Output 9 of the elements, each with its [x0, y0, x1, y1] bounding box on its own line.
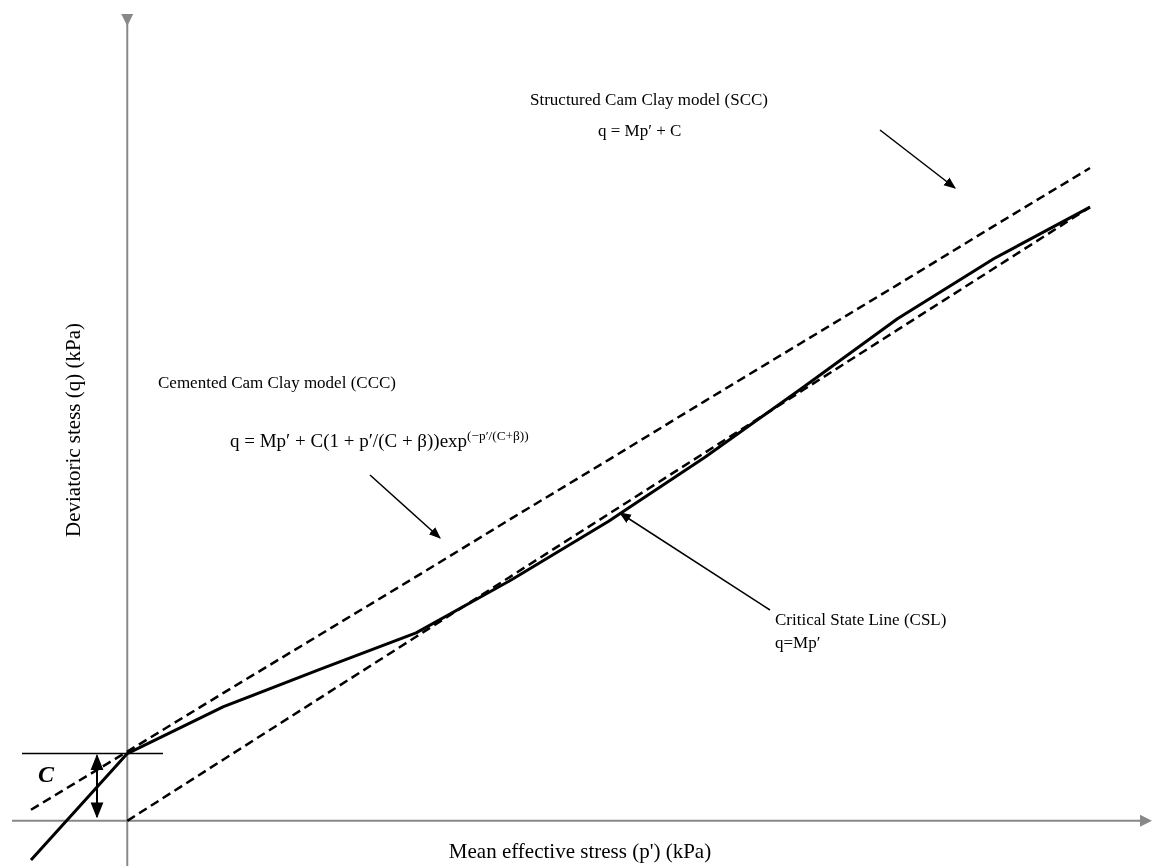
text: q = Mp′ + C — [598, 121, 682, 140]
annotation: q = Mp′ + C(1 + p′/(C + β))exp$^{(−p′/(C+β))}$ — [230, 427, 529, 452]
y-axis-title: Deviatoric stess (q) (kPa) — [61, 322, 85, 538]
annotation: Critical State Line (CSL) — [775, 610, 947, 629]
text: Structured Cam Clay model (SCC) — [530, 90, 768, 109]
annotation: Cemented Cam Clay model (CCC) — [158, 373, 396, 392]
annotation: q=Mp′ — [775, 633, 821, 652]
annotation: C — [38, 761, 55, 787]
x-axis-title: Mean effective stress (p') (kPa) — [448, 839, 712, 863]
